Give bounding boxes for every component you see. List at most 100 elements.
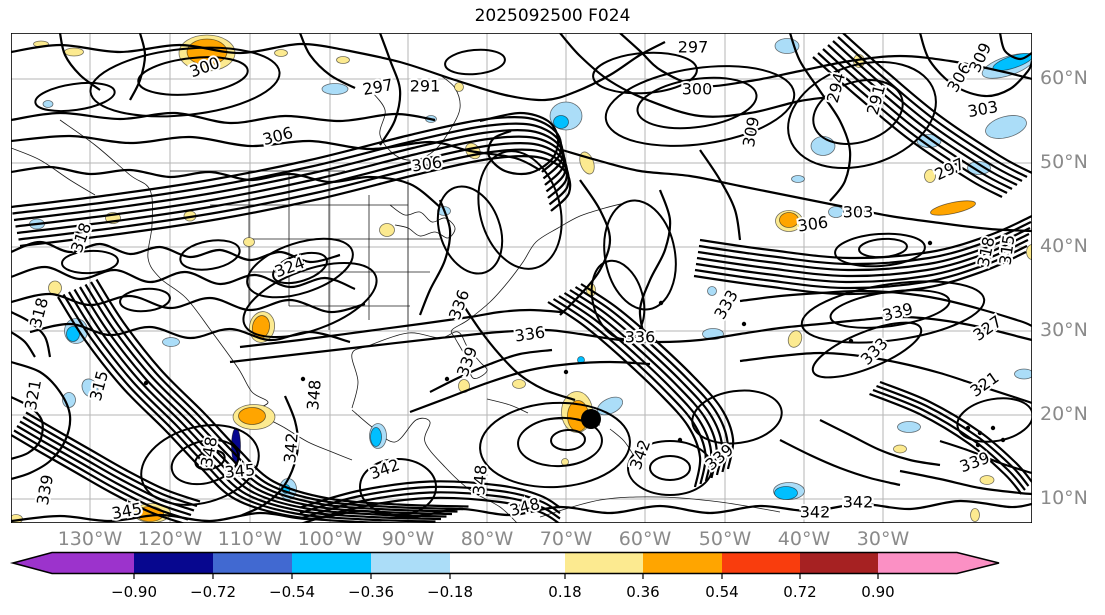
contour-speck — [990, 425, 996, 431]
contour-label: 342 — [280, 432, 302, 464]
contour-loop — [592, 51, 698, 95]
contour-speck — [977, 430, 983, 436]
contour-line — [344, 41, 666, 102]
contour-line — [299, 480, 561, 509]
contour-loop — [649, 455, 691, 481]
contour-loop — [61, 249, 119, 275]
shaded-patch-lblue — [897, 421, 921, 433]
contour-line — [817, 52, 1008, 194]
contour-line — [11, 115, 563, 209]
contour-line — [998, 33, 1032, 61]
contour-loop — [956, 397, 1032, 443]
contour-line — [429, 348, 553, 393]
coastline — [11, 147, 96, 196]
contour-loop — [834, 232, 926, 268]
contour-label: 300 — [682, 80, 713, 99]
contour-line — [837, 36, 1028, 178]
contour-label: 342 — [800, 503, 831, 522]
contour-speck — [300, 376, 306, 382]
contour-loop — [179, 239, 241, 271]
contour-loop — [444, 48, 506, 76]
shaded-patch-paleyellow — [1026, 244, 1032, 260]
contour-line — [25, 411, 201, 503]
coastline — [609, 428, 635, 457]
lat-tick-label: 30°N — [1040, 318, 1088, 341]
colorbar-tick-label: 0.72 — [783, 583, 816, 601]
contour-line — [11, 499, 1032, 523]
lat-tick-label: 10°N — [1040, 486, 1088, 509]
contour-label: 315 — [995, 233, 1018, 266]
page-title: 2025092500 F024 — [474, 6, 631, 26]
contour-speck — [975, 442, 981, 448]
shaded-patch-paleyellow — [48, 280, 62, 296]
colorbar: −0.90 −0.72 −0.54 −0.36 −0.18 0.18 0.36 0.54 0.7… — [9, 551, 1000, 601]
colorbar-outline — [9, 551, 1000, 575]
contour-loop — [604, 65, 796, 147]
storm-position-marker — [581, 409, 601, 429]
shaded-patch-orange — [930, 200, 976, 216]
contour-label: 342 — [843, 493, 874, 512]
contour-line — [574, 286, 729, 473]
contour-loop — [627, 440, 713, 496]
contour-loop — [477, 150, 563, 270]
contour-speck — [143, 380, 149, 386]
contour-line — [619, 33, 1032, 88]
coastline — [369, 74, 461, 161]
colorbar-tick-label: 0.36 — [626, 583, 659, 601]
contour-line — [876, 384, 1030, 487]
contour-loop — [34, 81, 116, 113]
contour-loop — [550, 428, 586, 452]
shaded-patch-lblue — [1014, 368, 1032, 380]
contour-line — [695, 238, 1029, 284]
contour-line — [62, 293, 436, 523]
contour-line — [696, 232, 1030, 278]
contour-line — [869, 392, 1023, 495]
shaded-patch-paleyellow — [924, 169, 936, 183]
contour-loop — [829, 289, 951, 329]
contour-speck — [444, 376, 450, 382]
contour-loop — [811, 321, 923, 379]
contour-loop — [89, 46, 281, 118]
colorbar-segment — [878, 552, 957, 574]
contour-label: 303 — [843, 203, 874, 222]
shaded-patch-cyan — [370, 427, 382, 447]
contour-loop — [246, 237, 354, 299]
shaded-patch-paleyellow — [970, 508, 980, 522]
contour-loop — [140, 424, 260, 506]
colorbar-tick-label: −0.54 — [269, 583, 315, 601]
contour-line — [13, 429, 189, 521]
contour-loop — [119, 287, 171, 313]
contour-loop — [436, 185, 504, 275]
contour-line — [378, 33, 402, 146]
contour-speck — [927, 240, 933, 246]
contour-speck — [965, 425, 971, 431]
contour-line — [11, 134, 541, 171]
contour-line — [11, 360, 72, 481]
shaded-patch-paleyellow — [512, 379, 526, 389]
contour-loop — [242, 262, 378, 338]
shaded-patch-paleyellow — [893, 444, 907, 454]
colorbar-arrow-left — [13, 552, 52, 574]
contour-line — [11, 265, 356, 291]
colorbar-segment — [722, 552, 800, 574]
contour-line — [819, 419, 941, 467]
contour-loop — [517, 416, 603, 468]
contour-line — [409, 360, 651, 414]
contour-loop — [812, 79, 904, 145]
shaded-patch-lblue — [42, 100, 54, 108]
lat-tick-label: 60°N — [1040, 66, 1088, 89]
contour-loop — [194, 449, 226, 471]
contour-line — [18, 148, 570, 241]
contour-line — [299, 485, 561, 515]
contour-label: 345 — [224, 460, 256, 482]
contour-loop — [691, 389, 783, 445]
contour-line — [739, 351, 1032, 405]
coastline — [351, 202, 626, 409]
colorbar-segment — [371, 552, 450, 574]
shaded-patch-lblue — [707, 286, 717, 296]
shaded-patch-paleyellow — [379, 223, 395, 237]
coastline — [539, 496, 781, 518]
shaded-patch-lblue — [162, 337, 180, 347]
contour-line — [95, 278, 469, 508]
